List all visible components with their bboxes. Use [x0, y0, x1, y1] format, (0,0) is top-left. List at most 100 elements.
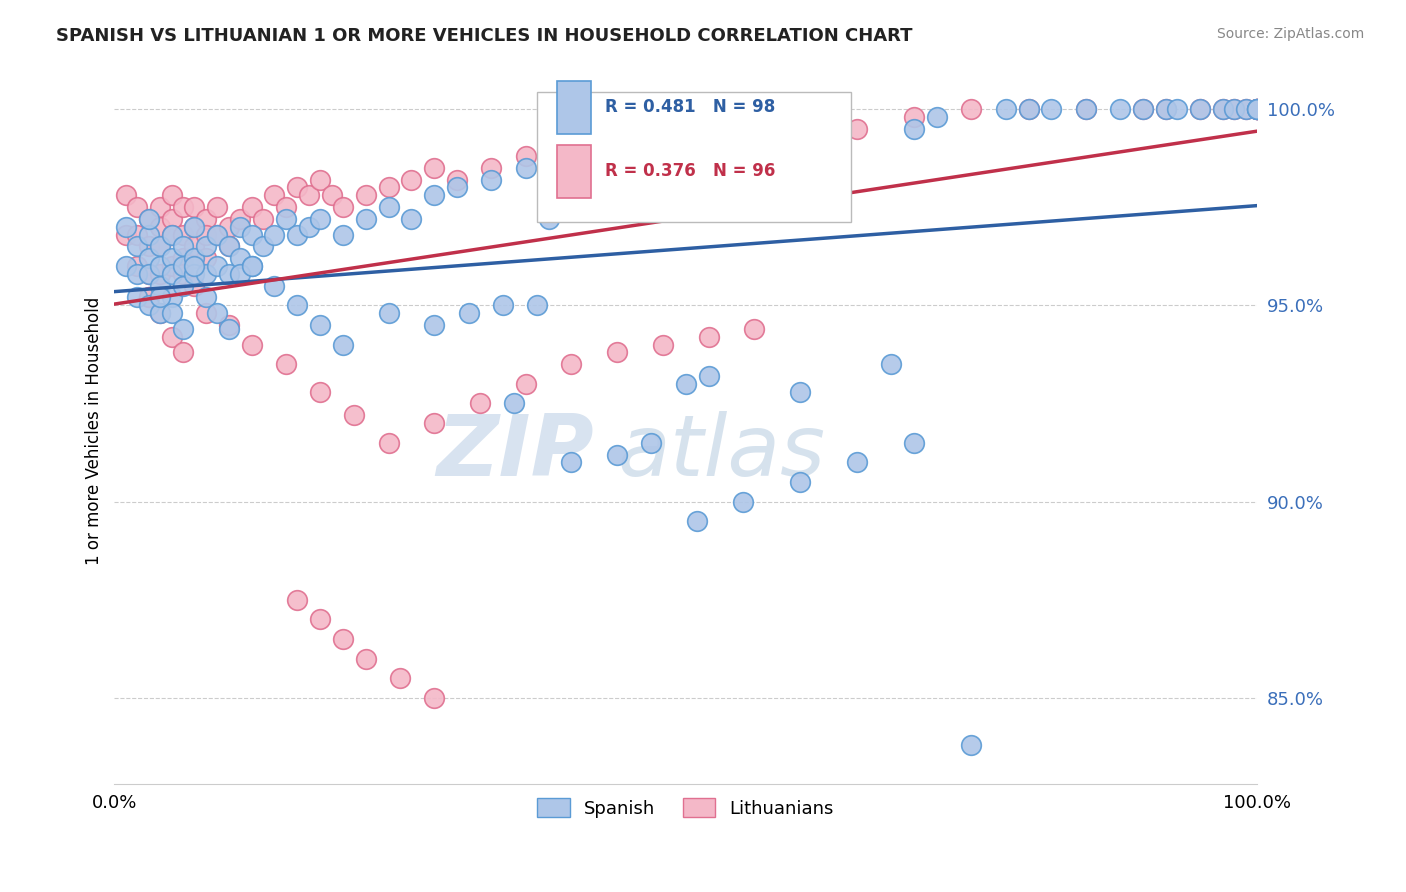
Point	[160, 188, 183, 202]
Point	[1132, 102, 1154, 116]
Point	[172, 200, 194, 214]
Point	[468, 396, 491, 410]
Point	[229, 267, 252, 281]
Point	[138, 211, 160, 226]
Point	[1246, 102, 1268, 116]
FancyBboxPatch shape	[537, 92, 852, 222]
Point	[207, 259, 229, 273]
Point	[138, 267, 160, 281]
Point	[160, 251, 183, 265]
Point	[1246, 102, 1268, 116]
Point	[172, 322, 194, 336]
Point	[1234, 102, 1257, 116]
Point	[252, 239, 274, 253]
Point	[1018, 102, 1040, 116]
Point	[194, 211, 217, 226]
Point	[515, 149, 537, 163]
Point	[1246, 102, 1268, 116]
Point	[285, 298, 308, 312]
Point	[172, 259, 194, 273]
Point	[481, 161, 503, 175]
Y-axis label: 1 or more Vehicles in Household: 1 or more Vehicles in Household	[86, 297, 103, 565]
Point	[640, 435, 662, 450]
Point	[240, 259, 263, 273]
Point	[298, 219, 321, 234]
Point	[927, 110, 949, 124]
Point	[377, 306, 399, 320]
Point	[149, 290, 172, 304]
Point	[595, 149, 617, 163]
Point	[503, 396, 526, 410]
Point	[697, 368, 720, 383]
Point	[401, 172, 423, 186]
Point	[183, 219, 205, 234]
Point	[172, 239, 194, 253]
Point	[1223, 102, 1246, 116]
Point	[1188, 102, 1211, 116]
Point	[160, 227, 183, 242]
Point	[229, 219, 252, 234]
Point	[697, 329, 720, 343]
Point	[309, 211, 332, 226]
Point	[138, 227, 160, 242]
Point	[149, 219, 172, 234]
Point	[149, 200, 172, 214]
Point	[127, 290, 149, 304]
Point	[789, 133, 811, 147]
Point	[240, 337, 263, 351]
Point	[298, 188, 321, 202]
Point	[515, 376, 537, 391]
Point	[138, 290, 160, 304]
Point	[160, 227, 183, 242]
Point	[731, 141, 754, 155]
Point	[172, 267, 194, 281]
Point	[389, 672, 412, 686]
Point	[1246, 102, 1268, 116]
Point	[1154, 102, 1177, 116]
Point	[1132, 102, 1154, 116]
Point	[138, 298, 160, 312]
Point	[263, 188, 285, 202]
Text: R = 0.376   N = 96: R = 0.376 N = 96	[605, 162, 775, 180]
Point	[183, 278, 205, 293]
Point	[138, 267, 160, 281]
Point	[354, 652, 377, 666]
Point	[240, 200, 263, 214]
Point	[218, 219, 240, 234]
Point	[274, 200, 297, 214]
Point	[285, 180, 308, 194]
Point	[560, 455, 582, 469]
Point	[183, 219, 205, 234]
Point	[207, 200, 229, 214]
Point	[423, 188, 446, 202]
Point	[742, 322, 765, 336]
Point	[526, 298, 548, 312]
Point	[172, 251, 194, 265]
Point	[446, 180, 468, 194]
Point	[377, 435, 399, 450]
Point	[183, 239, 205, 253]
Point	[515, 161, 537, 175]
Point	[285, 227, 308, 242]
Point	[218, 322, 240, 336]
Point	[115, 227, 138, 242]
Point	[606, 345, 628, 359]
Point	[194, 267, 217, 281]
Point	[194, 306, 217, 320]
Point	[423, 416, 446, 430]
Point	[149, 239, 172, 253]
Point	[446, 172, 468, 186]
Point	[1109, 102, 1132, 116]
Point	[548, 141, 571, 155]
Point	[1074, 102, 1097, 116]
Point	[263, 278, 285, 293]
Point	[172, 227, 194, 242]
Point	[240, 227, 263, 242]
Point	[423, 691, 446, 706]
Point	[172, 278, 194, 293]
Point	[1246, 102, 1268, 116]
Point	[218, 239, 240, 253]
Point	[160, 267, 183, 281]
Point	[207, 227, 229, 242]
Point	[309, 318, 332, 332]
